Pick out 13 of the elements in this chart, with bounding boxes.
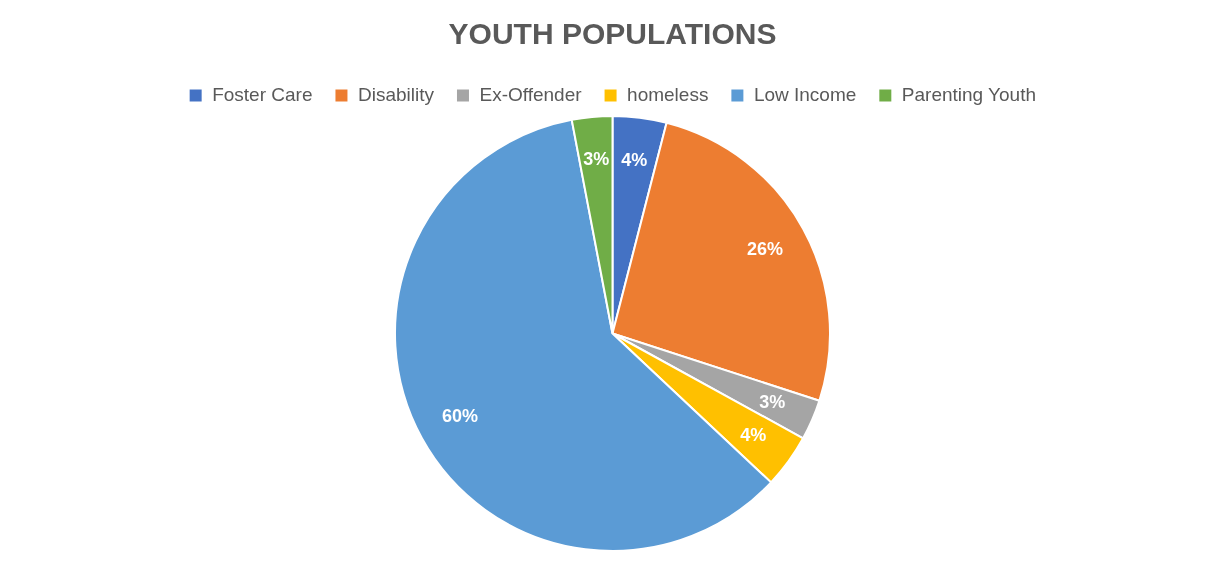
legend-label: Foster Care [212, 83, 313, 105]
legend-label: Ex-Offender [479, 83, 583, 105]
data-label: 3% [759, 391, 786, 412]
chart-title: YOUTH POPULATIONS [448, 17, 777, 51]
data-label: 26% [746, 238, 783, 259]
legend-label: homeless [627, 83, 709, 105]
legend-label: Low Income [753, 83, 857, 105]
legend-label: Parenting Youth [901, 83, 1037, 105]
data-label: 60% [442, 406, 479, 427]
data-label: 3% [583, 149, 610, 170]
data-label: 4% [740, 424, 767, 445]
data-label: 4% [621, 149, 648, 170]
legend-label: Disability [357, 83, 435, 105]
